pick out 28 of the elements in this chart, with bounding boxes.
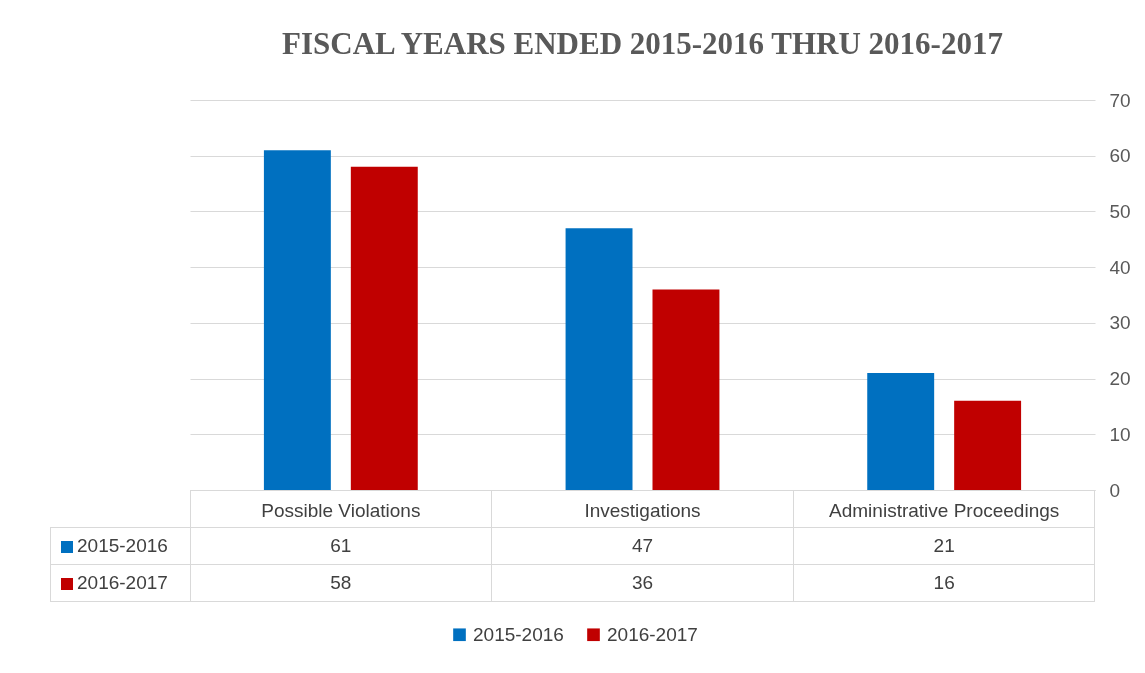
y-tick-label: 10 [1109, 423, 1131, 445]
y-tick-label: 30 [1109, 312, 1131, 334]
chart-title: FISCAL YEARS ENDED 2015-2016 THRU 2016-2017 [282, 26, 1003, 61]
bar [263, 150, 331, 490]
x-tick-label: Possible Violations [261, 499, 421, 521]
data-label: 61 [190, 527, 492, 565]
data-label: 21 [793, 527, 1095, 565]
bar [867, 373, 935, 490]
legend-label: 2015-2016 [50, 527, 190, 565]
y-tick-label: 60 [1109, 145, 1131, 167]
legend-label: 2016-2017 [607, 623, 698, 645]
y-tick-label: 50 [1109, 200, 1131, 222]
y-tick-label: 0 [1109, 479, 1121, 501]
x-tick-label: Investigations [584, 499, 701, 521]
y-tick-label: 40 [1109, 256, 1131, 278]
data-label: 16 [793, 564, 1095, 602]
bar [954, 400, 1022, 490]
bar [350, 166, 418, 490]
data-label: 47 [491, 527, 794, 565]
text: 2015-2016 [473, 623, 564, 645]
data-label: 36 [491, 564, 794, 602]
y-tick-label: 70 [1109, 89, 1131, 111]
data-label: 58 [190, 564, 492, 602]
x-tick-label: Administrative Proceedings [829, 499, 1060, 521]
bar [652, 289, 720, 490]
bar [565, 228, 633, 490]
text: 2016-2017 [77, 572, 168, 593]
y-tick-label: 20 [1109, 368, 1131, 390]
